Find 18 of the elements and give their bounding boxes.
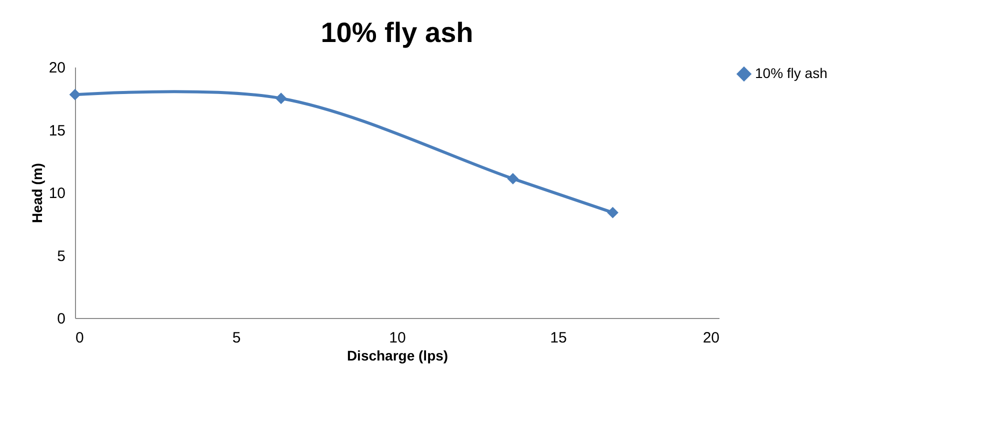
point — [607, 206, 618, 218]
y-tick-label: 0 — [57, 310, 66, 328]
x-tick-label: 5 — [232, 330, 241, 346]
point — [507, 172, 519, 184]
legend-label: 10% fly ash — [755, 65, 828, 81]
y-tick-label: 10 — [48, 185, 66, 202]
x-tick-label: 20 — [702, 330, 720, 346]
x-tick-label: 15 — [550, 330, 567, 346]
point — [275, 92, 287, 104]
point — [69, 88, 81, 100]
chart-title: 10% fly ash — [320, 17, 474, 48]
y-tick-label: 15 — [48, 122, 66, 140]
y-tick-label: 5 — [57, 248, 66, 265]
x-tick-label: 0 — [76, 330, 84, 346]
y-tick-label: 20 — [48, 60, 66, 76]
x-tick-label: 10 — [389, 330, 406, 346]
x-axis-title: Discharge (lps) — [346, 348, 448, 364]
y-axis-title: Head (m) — [28, 163, 45, 223]
